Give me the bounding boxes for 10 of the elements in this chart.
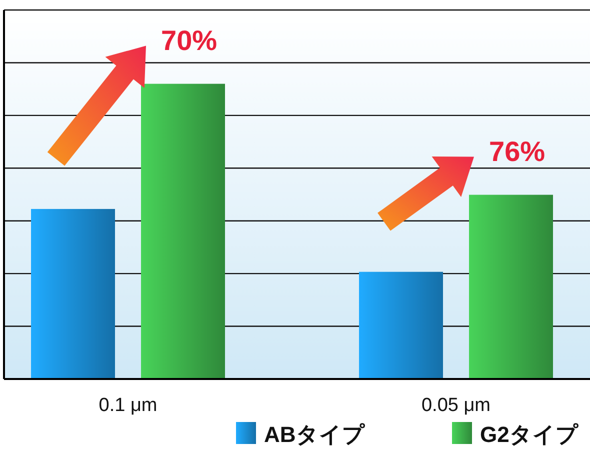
legend-label: ABタイプ [264, 422, 365, 447]
x-tick-label: 0.1 μm [98, 395, 158, 416]
legend-label: G2タイプ [480, 422, 578, 447]
annotation: 76% [489, 136, 546, 167]
bar [31, 208, 115, 379]
text: 70% [161, 24, 218, 56]
x-tick-label: 0.05 μm [421, 395, 491, 416]
bar [469, 194, 553, 379]
bar [359, 272, 443, 379]
bar [141, 84, 225, 379]
